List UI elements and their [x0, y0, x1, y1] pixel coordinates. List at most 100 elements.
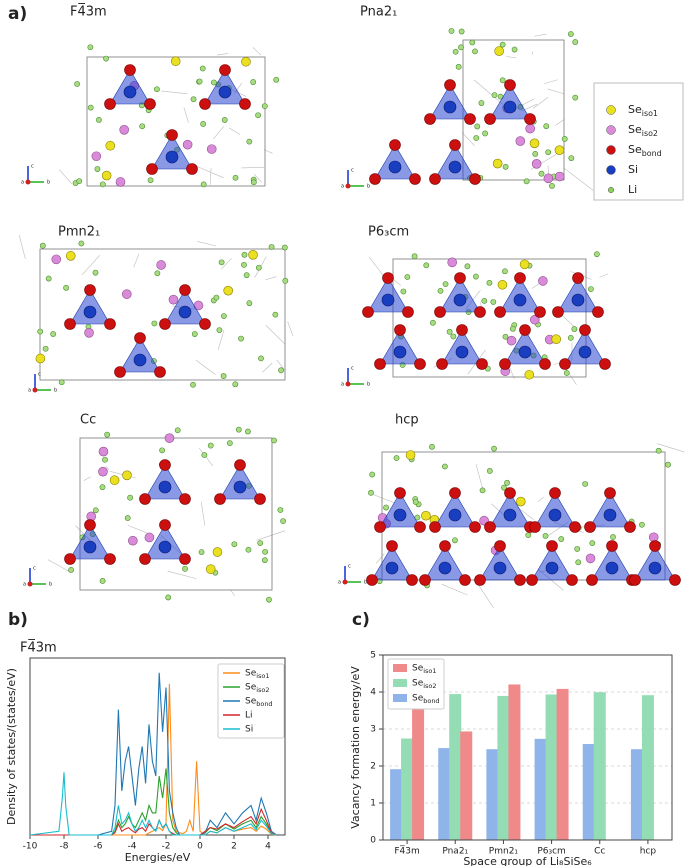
se-bond-atom: [166, 129, 178, 141]
bond: [47, 559, 72, 573]
si-atom: [385, 561, 399, 575]
se-bond-atom: [484, 521, 496, 533]
se-iso2-atom: [121, 289, 132, 299]
li-atom: [442, 281, 449, 288]
se-bond-atom: [459, 574, 471, 586]
se-bond-atom: [369, 173, 381, 185]
legend-swatch: [607, 186, 615, 194]
se-bond-atom: [366, 574, 378, 586]
li-atom: [198, 549, 205, 556]
bond: [161, 90, 188, 95]
li-atom: [39, 242, 46, 249]
li-atom: [549, 182, 555, 189]
li-atom: [232, 381, 239, 388]
se-bond-atom: [444, 79, 456, 91]
se-iso1-atom: [248, 250, 258, 260]
se-bond-atom: [449, 139, 461, 151]
se-bond-atom: [419, 574, 431, 586]
li-atom: [99, 578, 106, 584]
bond: [229, 589, 235, 596]
se-iso1-atom: [519, 259, 530, 270]
legend-label: Si: [628, 163, 638, 176]
li-atom: [182, 565, 188, 572]
bond: [265, 276, 277, 281]
li-atom: [502, 268, 508, 275]
si-atom: [503, 508, 517, 522]
li-atom: [257, 540, 264, 547]
li-atom: [272, 311, 279, 318]
li-atom: [412, 499, 419, 505]
bond: [478, 585, 494, 609]
se-bond-atom: [214, 493, 226, 505]
li-atom: [481, 297, 488, 304]
li-atom: [571, 326, 578, 332]
bond: [195, 359, 216, 375]
se-iso2-atom: [98, 446, 109, 457]
li-atom: [545, 149, 552, 156]
se-bond-atom: [504, 487, 516, 499]
li-atom: [582, 481, 589, 487]
structure-title: hcp: [395, 413, 419, 428]
li-atom: [199, 65, 206, 72]
se-bond-atom: [514, 272, 526, 284]
li-atom: [437, 287, 444, 294]
legend-label: Seiso1: [412, 664, 437, 676]
bond: [441, 583, 468, 596]
li-atom: [450, 333, 457, 340]
se-bond-atom: [494, 306, 506, 318]
li-atom: [369, 471, 376, 478]
si-atom: [571, 293, 585, 307]
y-tick-label: 1: [370, 799, 376, 809]
se-iso1-atom: [170, 56, 181, 67]
y-tick-label: 5: [370, 651, 376, 661]
se-bond-atom: [476, 358, 488, 370]
legend-swatch: [393, 664, 407, 672]
se-bond-atom: [529, 521, 541, 533]
li-atom: [281, 244, 288, 251]
se-iso1-atom: [241, 56, 251, 67]
bond: [506, 56, 517, 58]
li-atom: [243, 272, 250, 279]
se-bond-atom: [604, 487, 616, 499]
x-tick-label: Cc: [594, 847, 605, 857]
li-atom: [207, 442, 214, 449]
axis-glyph-label: b: [54, 388, 57, 394]
se-iso2-atom: [156, 260, 166, 270]
li-atom: [255, 112, 262, 119]
se-bond-atom: [402, 306, 414, 318]
li-atom: [261, 557, 268, 564]
li-atom: [218, 259, 225, 266]
se-bond-atom: [504, 79, 516, 91]
li-atom: [78, 240, 85, 247]
y-axis-label: Density of states/(states/eV): [5, 668, 18, 825]
se-bond-atom: [494, 540, 506, 552]
si-atom: [123, 85, 137, 99]
si-atom: [165, 150, 179, 164]
li-atom: [423, 262, 430, 269]
se-iso2-atom: [531, 159, 542, 169]
bar: [545, 694, 558, 841]
se-iso2-atom: [128, 535, 138, 546]
bond: [534, 33, 547, 37]
bar: [556, 688, 569, 841]
se-bond-atom: [219, 64, 231, 76]
y-axis-label: Vacancy formation energy/eV: [349, 666, 362, 829]
structure-panel: F4̅3m c a b: [21, 3, 280, 188]
legend-swatch: [606, 145, 616, 155]
bond: [209, 167, 212, 185]
se-iso2-atom: [506, 335, 517, 346]
bond: [475, 464, 483, 489]
legend-label: Sebond: [245, 697, 273, 709]
se-iso1-atom: [65, 251, 76, 261]
bond: [197, 241, 217, 247]
li-atom: [572, 94, 579, 101]
bar: [497, 695, 510, 841]
li-atom: [127, 494, 134, 501]
bond: [241, 167, 264, 169]
se-bond-atom: [424, 113, 436, 125]
li-atom: [50, 331, 57, 337]
se-bond-atom: [139, 493, 151, 505]
li-atom: [241, 261, 247, 268]
li-atom: [174, 427, 181, 434]
